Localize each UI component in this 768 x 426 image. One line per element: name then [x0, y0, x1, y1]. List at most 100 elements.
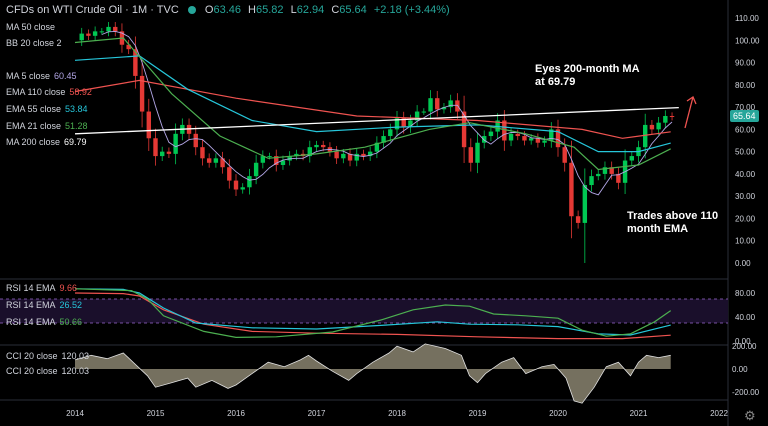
candle — [374, 142, 380, 152]
axes: 110.00 100.00 90.00 80.00 70.00 60.00 50.00 40.… — [66, 14, 760, 418]
ma200-line — [74, 106, 679, 135]
ema21-line — [74, 37, 671, 171]
legend-label: RSI 14 EMA — [6, 317, 56, 327]
candle — [482, 136, 487, 143]
price-tick-label: 50.00 — [735, 148, 756, 157]
candle — [287, 156, 292, 161]
candle — [99, 31, 105, 33]
candle — [535, 138, 541, 143]
legend-cci-1[interactable]: CCI 20 close 120.03 — [6, 351, 89, 361]
candle — [334, 151, 339, 159]
rsi-red-line — [74, 292, 671, 340]
candle — [153, 138, 158, 157]
candle — [381, 136, 386, 143]
symbol-header[interactable]: CFDs on WTI Crude Oil · 1M · TVC O63.46 … — [6, 4, 454, 16]
ohlc-low: 62.94 — [296, 4, 325, 16]
symbol-title[interactable]: CFDs on WTI Crude Oil · 1M · TVC — [6, 4, 179, 16]
candle — [629, 156, 634, 161]
candle — [253, 162, 259, 177]
candle — [569, 162, 574, 217]
candle — [609, 167, 614, 174]
candle — [421, 111, 427, 113]
legend-bb20[interactable]: BB 20 close 2 — [6, 38, 62, 48]
candle — [562, 147, 567, 163]
price-tick-label: 100.00 — [735, 36, 760, 45]
legend-ema21[interactable]: EMA 21 close 51.28 — [6, 121, 88, 131]
arrow-shaft — [684, 96, 694, 129]
time-tick-label: 2021 — [630, 409, 648, 418]
legend-value: 26.52 — [59, 300, 83, 310]
candle — [233, 180, 239, 190]
price-tick-label: 30.00 — [735, 192, 756, 201]
price-tick-label: 90.00 — [735, 59, 756, 68]
time-tick-label: 2018 — [388, 409, 406, 418]
time-tick-label: 2014 — [66, 409, 84, 418]
candle — [663, 116, 668, 123]
candle — [502, 120, 507, 141]
legend-ma5[interactable]: MA 5 close 60.45 — [6, 71, 77, 81]
candle — [669, 116, 675, 117]
candle — [388, 129, 393, 137]
ohlc-close-label: C — [331, 4, 340, 16]
candle — [468, 147, 473, 163]
time-tick-label: 2017 — [308, 409, 326, 418]
cci-area — [75, 343, 671, 404]
legend-ema110[interactable]: EMA 110 close 58.92 — [6, 87, 92, 97]
candle — [575, 216, 581, 223]
candle — [549, 129, 554, 141]
legend-rsi-3[interactable]: RSI 14 EMA 50.66 — [6, 317, 82, 327]
candle — [126, 44, 131, 50]
ohlc-open-label: O — [204, 4, 214, 16]
price-tick-label: 80.00 — [735, 81, 756, 90]
legend-label: RSI 14 EMA — [6, 283, 56, 293]
settings-gear-icon[interactable]: ⚙ — [744, 408, 756, 423]
candle — [602, 167, 608, 174]
price-tick-label: 110.00 — [735, 14, 759, 23]
candle — [160, 151, 165, 157]
price-tick-label: 60.00 — [735, 125, 756, 134]
last-price-tag: 65.64 — [730, 110, 759, 122]
candle — [643, 124, 648, 148]
legend-ma50[interactable]: MA 50 close — [6, 22, 55, 32]
candle — [314, 144, 319, 148]
candle — [113, 26, 118, 32]
ohlc-change: +2.18 (+3.44%) — [373, 4, 450, 16]
candle — [206, 158, 212, 163]
ohlc-low-label: L — [290, 4, 297, 16]
candle — [448, 100, 453, 108]
candle — [488, 131, 494, 137]
legend-rsi-1[interactable]: RSI 14 EMA 9.66 — [6, 283, 77, 293]
candle — [475, 142, 480, 163]
rsi-tick-label: 0.00 — [735, 337, 751, 346]
candle — [347, 153, 353, 161]
candle — [227, 167, 232, 181]
ma5-line — [101, 30, 673, 196]
candle — [307, 147, 312, 157]
candle — [193, 133, 198, 148]
candle — [528, 138, 534, 141]
candle — [86, 33, 91, 36]
candle — [280, 160, 286, 165]
candle — [220, 158, 225, 168]
rsi-tick-label: 40.00 — [735, 313, 756, 322]
time-tick-label: 2020 — [549, 409, 567, 418]
price-tick-label: 0.00 — [735, 259, 751, 268]
candle — [656, 122, 661, 130]
candle — [401, 118, 406, 128]
candle — [106, 26, 111, 32]
legend-value: 58.92 — [69, 87, 92, 97]
legend-label: MA 5 close — [6, 71, 51, 81]
legend-label: RSI 14 EMA — [6, 300, 56, 310]
legend-rsi-2[interactable]: RSI 14 EMA 26.52 — [6, 300, 82, 310]
cci-pane — [74, 343, 671, 404]
legend-ma200[interactable]: MA 200 close 69.79 — [6, 137, 87, 147]
price-tick-label: 70.00 — [735, 103, 756, 112]
legend-cci-2[interactable]: CCI 20 close 120.03 — [6, 366, 89, 376]
ohlc-high-label: H — [248, 4, 256, 16]
cci-line — [74, 343, 671, 404]
annotation-above-ema110: Trades above 110 month EMA — [627, 210, 719, 235]
time-tick-label: 2015 — [147, 409, 165, 418]
legend-label: MA 50 close — [6, 22, 56, 32]
legend-ema55[interactable]: EMA 55 close 53.84 — [6, 104, 88, 114]
